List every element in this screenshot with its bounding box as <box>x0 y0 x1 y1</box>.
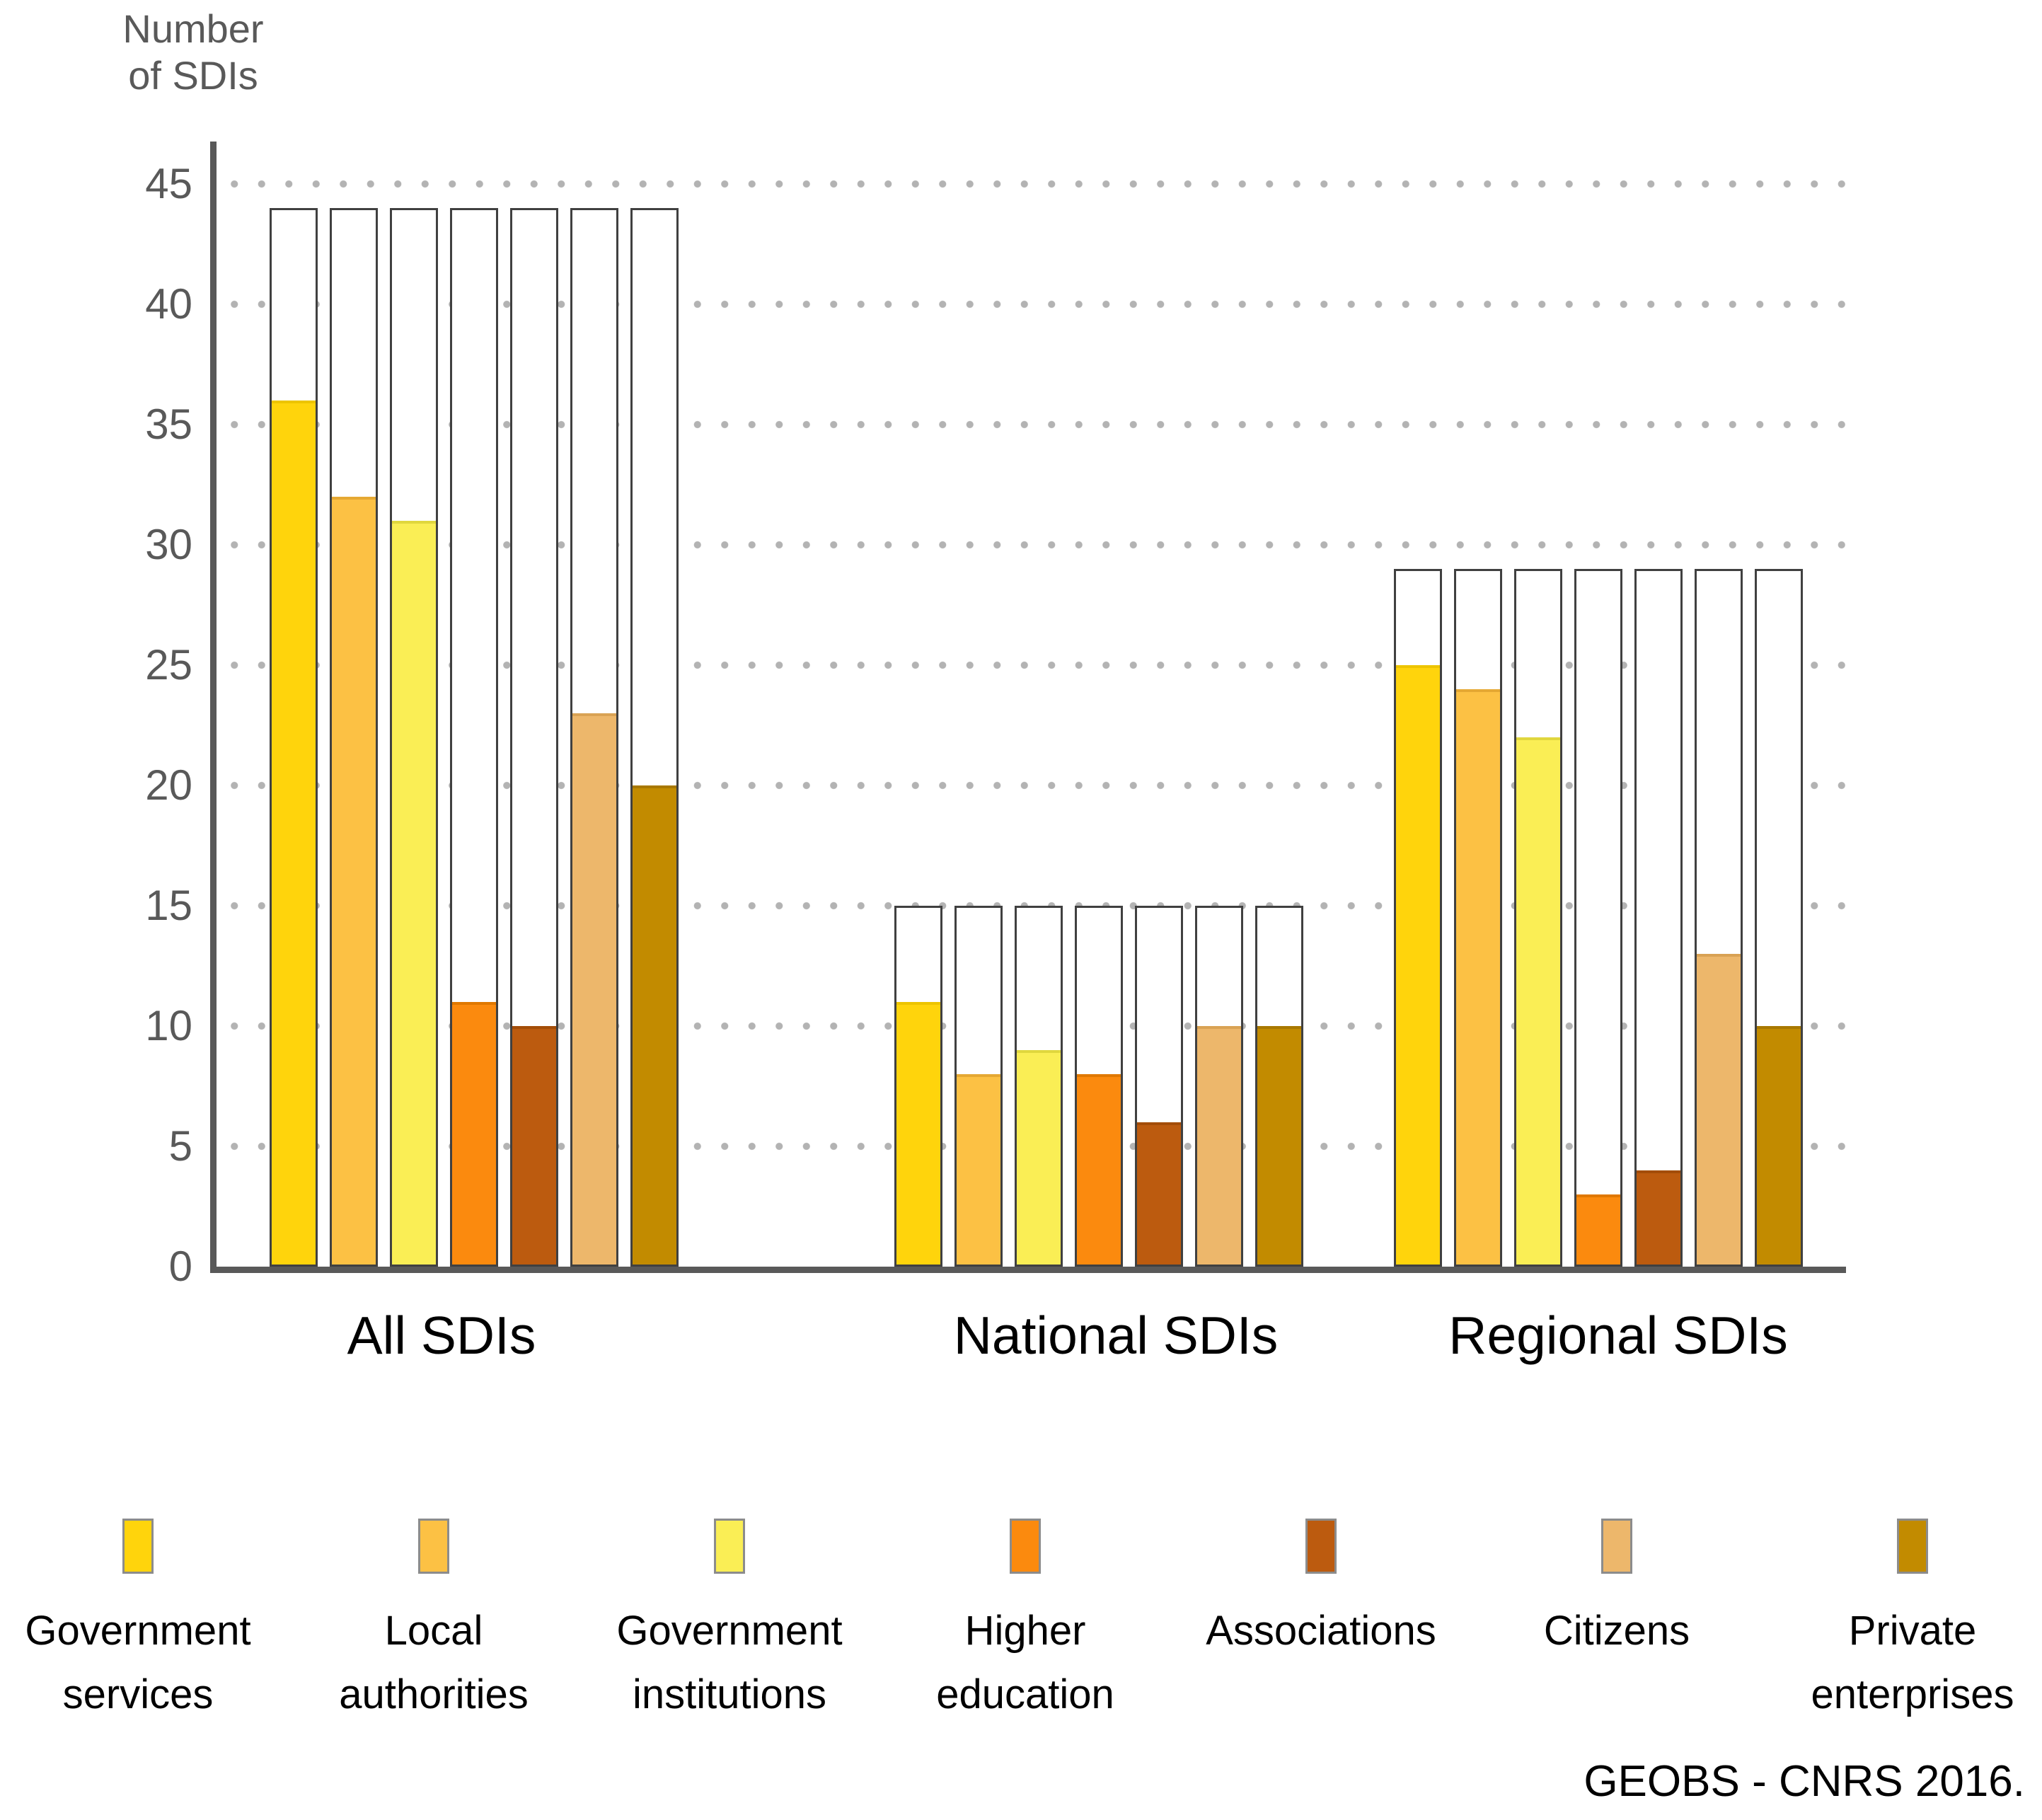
gridline-45 <box>221 180 1854 188</box>
group-label-all-sdis: All SDIs <box>347 1306 536 1365</box>
y-axis-title: Number of SDIs <box>83 6 303 99</box>
bar-fill-national-sdis-associations <box>1137 1122 1181 1265</box>
y-tick-label-45: 45 <box>145 160 192 207</box>
legend-label-associations: Associations <box>1158 1599 1484 1663</box>
legend-swatch-higher-education <box>1010 1519 1041 1574</box>
y-tick-label-40: 40 <box>145 280 192 328</box>
legend-swatch-associations <box>1305 1519 1337 1574</box>
total-bar-all-sdis-private-enterprises <box>630 208 679 1267</box>
bar-fill-regional-sdis-citizens <box>1697 954 1741 1265</box>
total-bar-regional-sdis-government-institutions <box>1514 569 1562 1267</box>
total-bar-regional-sdis-citizens <box>1695 569 1743 1267</box>
legend-label-higher-education: Higher education <box>863 1599 1188 1727</box>
bar-fill-all-sdis-private-enterprises <box>633 785 676 1265</box>
gridline-25 <box>221 661 1854 669</box>
total-bar-national-sdis-citizens <box>1195 906 1243 1267</box>
y-tick-label-30: 30 <box>145 521 192 568</box>
bar-fill-all-sdis-government-services <box>272 401 316 1265</box>
gridline-35 <box>221 420 1854 429</box>
legend-swatch-government-services <box>122 1519 154 1574</box>
legend-label-line: Higher <box>964 1608 1086 1654</box>
legend-label-government-institutions: Government institutions <box>567 1599 892 1727</box>
total-bar-regional-sdis-associations <box>1634 569 1683 1267</box>
bar-fill-national-sdis-government-services <box>896 1002 940 1265</box>
bar-fill-national-sdis-private-enterprises <box>1257 1026 1301 1265</box>
group-label-regional-sdis: Regional SDIs <box>1448 1306 1788 1365</box>
total-bar-all-sdis-citizens <box>570 208 618 1267</box>
legend-swatch-government-institutions <box>714 1519 745 1574</box>
y-tick-label-25: 25 <box>145 641 192 689</box>
legend-label-line: education <box>936 1671 1114 1717</box>
total-bar-national-sdis-government-services <box>894 906 942 1267</box>
total-bar-regional-sdis-local-authorities <box>1454 569 1502 1267</box>
total-bar-all-sdis-government-services <box>270 208 318 1267</box>
legend-label-line: Associations <box>1206 1608 1436 1654</box>
legend-label-line: Government <box>616 1608 843 1654</box>
bar-fill-all-sdis-citizens <box>572 713 616 1265</box>
legend-label-line: authorities <box>339 1671 529 1717</box>
bar-fill-regional-sdis-private-enterprises <box>1757 1026 1801 1265</box>
legend-swatch-local-authorities <box>418 1519 449 1574</box>
bar-fill-national-sdis-government-institutions <box>1017 1050 1061 1265</box>
group-label-national-sdis: National SDIs <box>953 1306 1279 1365</box>
source-caption: GEOBS - CNRS 2016. <box>1584 1757 2025 1806</box>
y-axis <box>210 142 217 1273</box>
legend-label-line: services <box>62 1671 214 1717</box>
bar-fill-all-sdis-government-institutions <box>392 521 436 1265</box>
y-tick-label-35: 35 <box>145 401 192 448</box>
total-bar-regional-sdis-private-enterprises <box>1755 569 1803 1267</box>
legend-label-government-services: Government services <box>0 1599 301 1727</box>
y-axis-title-line1: Number <box>122 6 264 51</box>
total-bar-national-sdis-local-authorities <box>954 906 1003 1267</box>
legend-label-line: Private <box>1848 1608 1977 1654</box>
x-axis <box>210 1267 1846 1273</box>
y-tick-label-15: 15 <box>145 882 192 929</box>
total-bar-national-sdis-private-enterprises <box>1255 906 1303 1267</box>
legend-label-line: Government <box>25 1608 251 1654</box>
gridline-30 <box>221 541 1854 549</box>
legend-swatch-citizens <box>1601 1519 1632 1574</box>
gridline-40 <box>221 300 1854 309</box>
y-tick-label-20: 20 <box>145 761 192 809</box>
legend-label-line: enterprises <box>1811 1671 2014 1717</box>
legend-label-private-enterprises: Private enterprises <box>1750 1599 2042 1727</box>
bar-fill-regional-sdis-associations <box>1637 1170 1680 1265</box>
legend-swatch-private-enterprises <box>1897 1519 1928 1574</box>
legend-label-line: institutions <box>632 1671 827 1717</box>
y-tick-label-0: 0 <box>168 1243 192 1290</box>
total-bar-regional-sdis-government-services <box>1394 569 1442 1267</box>
total-bar-national-sdis-associations <box>1135 906 1183 1267</box>
bar-fill-all-sdis-higher-education <box>452 1002 496 1265</box>
legend-label-local-authorities: Local authorities <box>271 1599 596 1727</box>
total-bar-all-sdis-local-authorities <box>330 208 378 1267</box>
bar-fill-regional-sdis-higher-education <box>1576 1194 1620 1265</box>
bar-fill-national-sdis-local-authorities <box>957 1074 1000 1265</box>
bar-fill-regional-sdis-local-authorities <box>1456 689 1500 1265</box>
bar-fill-regional-sdis-government-services <box>1396 665 1440 1265</box>
total-bar-national-sdis-higher-education <box>1075 906 1123 1267</box>
y-tick-label-5: 5 <box>168 1122 192 1170</box>
bar-fill-national-sdis-citizens <box>1197 1026 1241 1265</box>
bar-fill-all-sdis-associations <box>512 1026 556 1265</box>
total-bar-all-sdis-government-institutions <box>390 208 438 1267</box>
legend-label-citizens: Citizens <box>1454 1599 1779 1663</box>
total-bar-national-sdis-government-institutions <box>1015 906 1063 1267</box>
bar-fill-national-sdis-higher-education <box>1077 1074 1121 1265</box>
total-bar-all-sdis-higher-education <box>450 208 498 1267</box>
total-bar-all-sdis-associations <box>510 208 558 1267</box>
total-bar-regional-sdis-higher-education <box>1574 569 1622 1267</box>
y-tick-label-10: 10 <box>145 1002 192 1049</box>
legend-label-line: Local <box>384 1608 483 1654</box>
gridline-20 <box>221 781 1854 790</box>
bar-fill-regional-sdis-government-institutions <box>1516 737 1560 1265</box>
bar-fill-all-sdis-local-authorities <box>332 497 376 1265</box>
y-axis-title-line2: of SDIs <box>128 53 258 98</box>
legend-label-line: Citizens <box>1543 1608 1690 1654</box>
